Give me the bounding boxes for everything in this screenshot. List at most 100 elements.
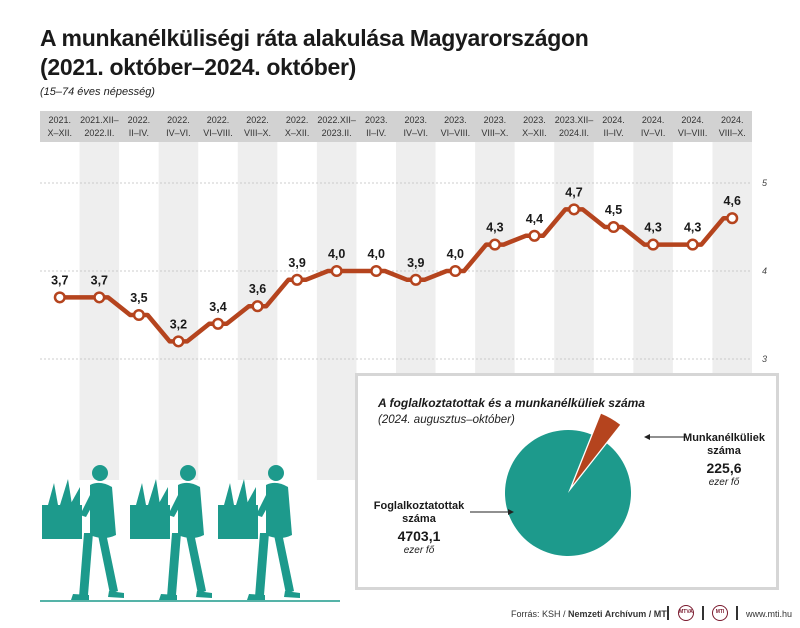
data-label: 4,6 — [724, 194, 741, 208]
person-carrying-box-figure — [42, 465, 124, 600]
period-band — [316, 142, 357, 480]
employed-value: 4703,1 — [397, 528, 441, 544]
period-label-line-2: VIII–X. — [481, 128, 508, 138]
pie-slice-unemployed — [572, 413, 621, 486]
data-label: 4,3 — [644, 221, 661, 235]
mtva-logo: MTVA — [678, 605, 694, 621]
period-label-line-2: II–IV. — [366, 128, 386, 138]
box-contents — [246, 487, 256, 505]
y-tick-label: 3 — [762, 354, 767, 364]
period-band — [79, 142, 120, 480]
pie-chart-subtitle: (2024. augusztus–október) — [378, 414, 515, 426]
period-label-line-2: VIII–X. — [244, 128, 271, 138]
header-background — [40, 111, 752, 142]
data-label: 3,9 — [407, 256, 424, 270]
source-credit: Forrás: KSH / Nemzeti Archívum / MTI — [511, 609, 669, 619]
data-label: 3,5 — [130, 291, 147, 305]
figure-shoe — [284, 591, 300, 598]
period-label-line-1: 2024. — [642, 115, 665, 125]
figure-head — [268, 465, 284, 481]
unemployed-name-line-1: Munkanélküliek — [683, 432, 765, 444]
pie-chart — [470, 413, 686, 556]
unemployed-name-line-2: száma — [707, 445, 741, 457]
unemployed-label: Munkanélküliek száma 225,6 ezer fő — [674, 432, 774, 488]
period-label-line-1: 2022. — [167, 115, 190, 125]
footer-divider — [736, 606, 738, 620]
figure-arm — [80, 491, 97, 517]
figure-torso — [266, 482, 292, 538]
figure-arm — [256, 491, 273, 517]
period-label-line-1: 2023. — [484, 115, 507, 125]
box — [42, 505, 82, 539]
figure-shoe — [71, 594, 89, 600]
y-tick-label: 4 — [762, 266, 767, 276]
data-point — [449, 264, 462, 278]
box-contents — [236, 479, 248, 505]
period-label-line-1: 2023. — [523, 115, 546, 125]
figure-shoe — [196, 591, 212, 598]
person-carrying-box-figure — [218, 465, 300, 600]
box-contents — [224, 483, 234, 505]
period-label-line-1: 2022. — [128, 115, 151, 125]
data-point — [488, 238, 501, 251]
source-agency: Nemzeti Archívum / MTI — [568, 609, 670, 619]
data-point — [132, 308, 145, 322]
employed-leader-arrow — [508, 509, 514, 515]
data-label: 4,7 — [565, 185, 582, 199]
data-point — [567, 203, 581, 216]
period-label-line-1: 2024. — [602, 115, 625, 125]
figure-arm — [168, 491, 185, 517]
box-contents — [60, 479, 72, 505]
period-label-line-2: X–XII. — [48, 128, 73, 138]
data-point — [370, 264, 383, 278]
period-label-line-2: 2023.II. — [322, 128, 352, 138]
period-label-line-1: 2023.XII– — [555, 115, 594, 125]
mti-logo: MTI — [712, 605, 728, 621]
data-point — [211, 317, 225, 330]
period-label-line-2: II–IV. — [129, 128, 149, 138]
figure-leg — [98, 533, 118, 594]
figure-shoe — [159, 594, 177, 600]
data-point — [53, 291, 66, 304]
period-label-line-1: 2024. — [721, 115, 744, 125]
data-label: 3,9 — [288, 256, 305, 270]
data-label: 3,7 — [91, 273, 108, 287]
page-title: A munkanélküliségi ráta alakulása Magyar… — [40, 24, 589, 82]
pie-chart-title: A foglalkoztatottak és a munkanélküliek … — [378, 396, 645, 410]
data-label: 4,3 — [486, 221, 503, 235]
data-label: 4,0 — [447, 247, 464, 261]
box-contents — [70, 487, 80, 505]
unemployed-leader-arrow — [644, 434, 650, 440]
data-label: 3,4 — [209, 300, 226, 314]
period-label-line-2: 2024.II. — [559, 128, 589, 138]
box-contents — [148, 479, 160, 505]
employed-unit: ezer fő — [403, 545, 435, 556]
data-point — [291, 273, 304, 286]
period-band — [158, 142, 199, 480]
figure-leg — [167, 533, 181, 597]
person-carrying-box-figure — [130, 465, 212, 600]
period-label-line-1: 2024. — [681, 115, 704, 125]
pie-slice-employed — [505, 430, 631, 556]
figure-head — [92, 465, 108, 481]
period-label-line-2: X–XII. — [285, 128, 310, 138]
website-link[interactable]: www.mti.hu — [746, 609, 793, 619]
data-point — [726, 212, 739, 225]
pie-chart-panel: A foglalkoztatottak és a munkanélküliek … — [355, 373, 779, 590]
period-label-line-1: 2022. — [286, 115, 309, 125]
employed-name-line-1: Foglalkoztatottak — [373, 500, 465, 512]
employed-name-line-2: száma — [402, 513, 436, 525]
period-label-line-2: VI–VIII. — [678, 128, 708, 138]
figure-torso — [90, 482, 116, 538]
data-point — [330, 264, 343, 278]
period-label-line-2: VI–VIII. — [441, 128, 471, 138]
data-point — [409, 273, 422, 286]
figure-torso — [178, 482, 204, 538]
title-line-1: A munkanélküliségi ráta alakulása Magyar… — [40, 25, 589, 51]
data-label: 3,2 — [170, 317, 187, 331]
figure-leg — [274, 533, 294, 594]
data-point — [647, 238, 660, 251]
data-label: 3,7 — [51, 273, 68, 287]
period-label-line-2: IV–VI. — [404, 128, 429, 138]
